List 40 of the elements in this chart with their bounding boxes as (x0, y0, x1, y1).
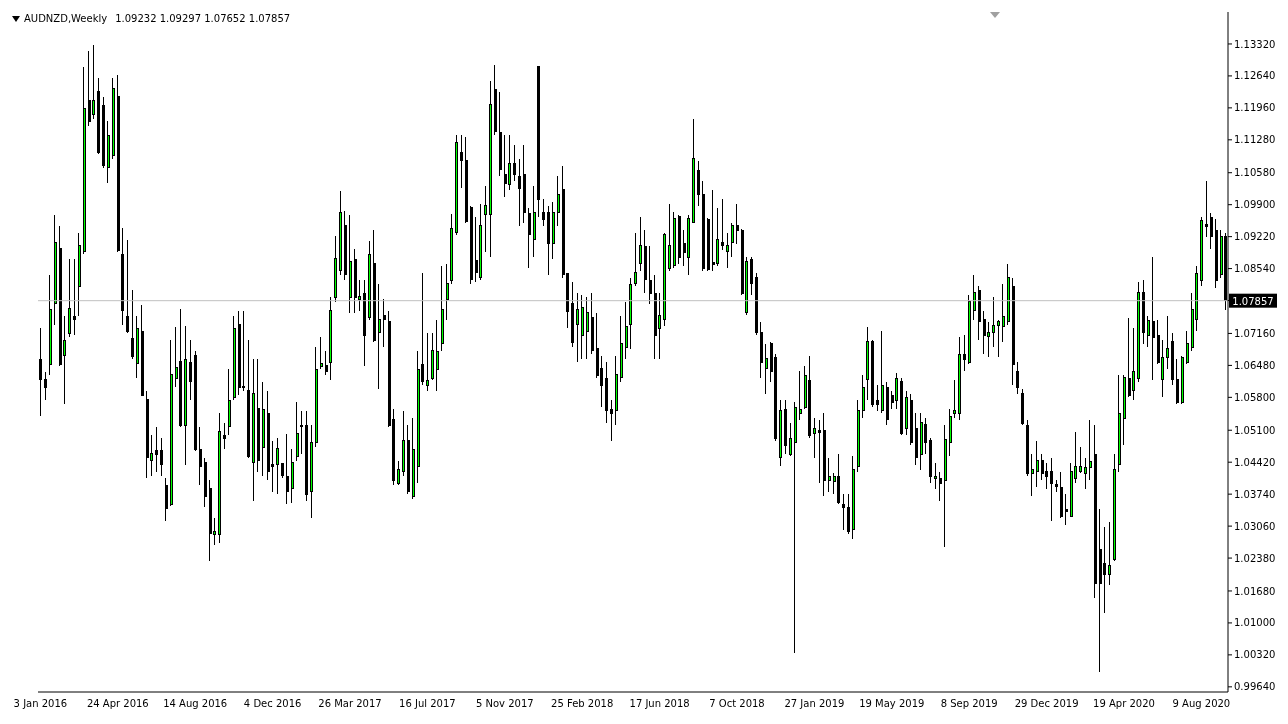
y-tick-label: 1.02380 (1234, 552, 1276, 564)
y-tick-label: 1.01680 (1234, 585, 1276, 597)
y-tick-label: 1.03740 (1234, 488, 1276, 500)
x-tick-label: 14 Aug 2016 (163, 698, 228, 710)
x-tick-label: 4 Dec 2016 (243, 698, 302, 710)
y-tick-label: 1.10580 (1234, 167, 1276, 179)
x-tick-label: 29 Dec 2019 (1014, 698, 1079, 710)
y-tick-label: 1.05800 (1234, 391, 1276, 403)
x-tick-label: 9 Aug 2020 (1172, 698, 1231, 710)
y-tick-label: 1.08540 (1234, 263, 1276, 275)
x-tick-label: 19 May 2019 (859, 698, 925, 710)
y-tick-label: 1.07160 (1234, 327, 1276, 339)
chart-subtitle: 1.09232 1.09297 1.07652 1.07857 (115, 13, 291, 24)
x-tick-label: 24 Apr 2016 (86, 698, 149, 710)
y-tick-label: 1.03060 (1234, 520, 1276, 532)
x-tick-label: 27 Jan 2019 (784, 698, 845, 710)
chart-title: AUDNZD,Weekly (24, 13, 108, 24)
x-tick-label: 3 Jan 2016 (13, 698, 68, 710)
x-tick-label: 8 Sep 2019 (940, 698, 998, 710)
y-tick-label: 0.99640 (1234, 681, 1276, 693)
ref-line-label: 1.07857 (1232, 295, 1274, 307)
y-tick-label: 1.11280 (1234, 134, 1276, 146)
y-tick-label: 1.05100 (1234, 424, 1276, 436)
y-tick-label: 1.00320 (1234, 649, 1276, 661)
y-tick-label: 1.12640 (1234, 70, 1276, 82)
y-tick-label: 1.11960 (1234, 102, 1276, 114)
y-tick-label: 1.04420 (1234, 456, 1276, 468)
candlestick (241, 310, 245, 391)
x-tick-label: 19 Apr 2020 (1093, 698, 1155, 710)
y-tick-label: 1.06480 (1234, 359, 1276, 371)
y-tick-label: 1.09900 (1234, 199, 1276, 211)
x-tick-label: 17 Jun 2018 (629, 698, 690, 710)
y-tick-label: 1.01000 (1234, 617, 1276, 629)
x-tick-label: 5 Nov 2017 (475, 698, 534, 710)
x-tick-label: 16 Jul 2017 (399, 698, 456, 710)
x-tick-label: 7 Oct 2018 (709, 698, 765, 710)
y-tick-label: 1.09220 (1234, 231, 1276, 243)
y-tick-label: 1.13320 (1234, 38, 1276, 50)
x-tick-label: 25 Feb 2018 (551, 698, 614, 710)
x-tick-label: 26 Mar 2017 (318, 698, 382, 710)
